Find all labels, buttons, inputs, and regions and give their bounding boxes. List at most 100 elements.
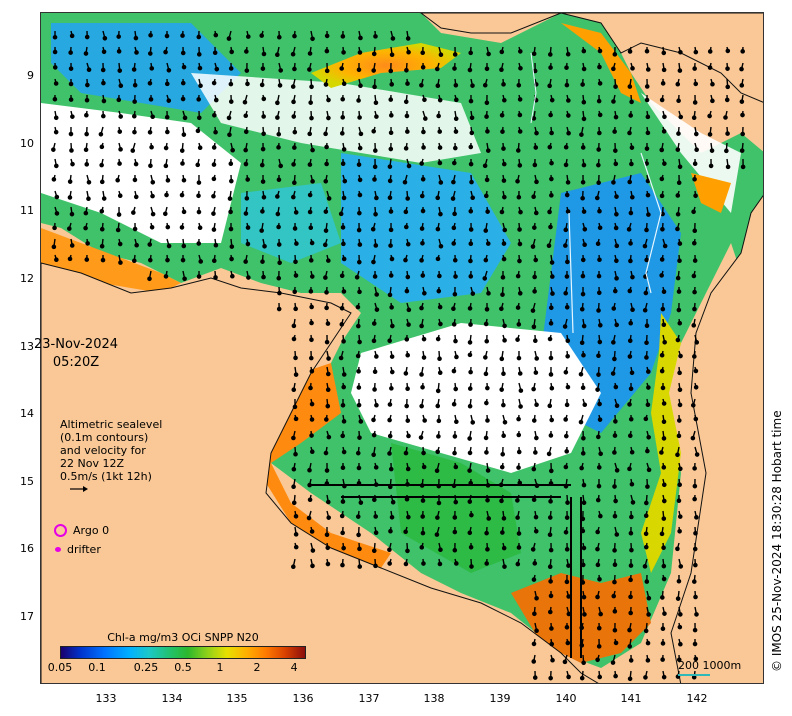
velocity-arrow-head	[228, 99, 234, 104]
colorbar-tick-label: 0.05	[47, 661, 73, 674]
velocity-arrow-head	[147, 242, 153, 247]
velocity-arrow-head	[421, 450, 426, 456]
map-canvas[interactable]	[40, 12, 764, 684]
velocity-arrow-head	[115, 177, 120, 183]
velocity-arrow-head	[181, 132, 187, 137]
velocity-arrow-head	[86, 196, 91, 202]
velocity-arrow-head	[597, 674, 603, 680]
velocity-arrow-head	[211, 145, 217, 150]
velocity-arrow-head	[533, 145, 539, 150]
velocity-arrow-head	[357, 435, 362, 440]
velocity-arrow-head	[403, 146, 409, 151]
velocity-arrow-head	[421, 336, 427, 342]
velocity-arrow-head	[292, 180, 297, 186]
velocity-arrow-head	[614, 322, 619, 328]
velocity-arrow-head	[645, 192, 651, 198]
velocity-arrow-head	[180, 96, 186, 102]
velocity-arrow-head	[596, 353, 601, 359]
velocity-arrow-head	[228, 209, 233, 215]
velocity-arrow-head	[581, 209, 587, 214]
velocity-arrow-head	[516, 355, 522, 361]
velocity-arrow-head	[453, 129, 459, 134]
velocity-arrow-head	[548, 112, 553, 118]
velocity-arrow-head	[117, 193, 123, 199]
velocity-arrow-head	[310, 563, 315, 569]
velocity-arrow-head	[613, 225, 619, 231]
velocity-arrow-head	[116, 212, 122, 217]
velocity-arrow-head	[483, 435, 489, 441]
velocity-arrow-head	[118, 147, 123, 152]
velocity-arrow-head	[468, 144, 474, 150]
velocity-arrow-head	[675, 337, 681, 343]
velocity-arrow-head	[483, 228, 489, 233]
velocity-arrow-head	[693, 594, 698, 600]
velocity-arrow-head	[531, 194, 536, 200]
velocity-arrow-head	[468, 322, 473, 327]
velocity-arrow-head	[373, 563, 378, 569]
velocity-arrow-head	[357, 289, 362, 295]
colorbar-tick-label: 2	[253, 661, 261, 674]
velocity-arrow-head	[502, 227, 508, 233]
velocity-arrow-head	[179, 148, 185, 153]
velocity-arrow-head	[355, 353, 361, 359]
velocity-arrow-head	[436, 418, 442, 424]
velocity-arrow-head	[518, 388, 524, 393]
velocity-arrow-head	[180, 161, 185, 166]
velocity-arrow-head	[517, 97, 523, 102]
velocity-arrow-head	[309, 84, 314, 90]
velocity-arrow-head	[517, 258, 522, 264]
velocity-arrow-head	[694, 340, 700, 345]
velocity-arrow-head	[611, 99, 616, 104]
velocity-arrow-head	[421, 561, 426, 566]
velocity-arrow-head	[629, 449, 635, 455]
velocity-arrow-head	[451, 368, 457, 374]
velocity-arrow-head	[518, 209, 523, 215]
velocity-arrow-head	[661, 289, 667, 295]
velocity-arrow-head	[434, 468, 440, 474]
velocity-arrow-head	[661, 576, 667, 582]
velocity-arrow-head	[549, 385, 555, 391]
velocity-arrow-head	[404, 403, 409, 409]
velocity-arrow-head	[613, 384, 619, 390]
velocity-arrow-head	[436, 434, 441, 439]
velocity-arrow-head	[387, 547, 392, 553]
velocity-arrow-head	[437, 273, 442, 279]
velocity-arrow-head	[68, 66, 74, 71]
velocity-arrow-head	[563, 417, 568, 422]
velocity-arrow-head	[692, 258, 698, 263]
velocity-arrow-head	[630, 274, 635, 280]
velocity-arrow-head	[339, 273, 345, 279]
velocity-arrow-head	[179, 192, 185, 198]
velocity-arrow-head	[405, 196, 410, 201]
velocity-arrow-head	[548, 499, 553, 504]
velocity-arrow-head	[485, 209, 490, 214]
velocity-arrow-head	[627, 84, 633, 89]
velocity-arrow-head	[68, 50, 73, 55]
velocity-arrow-head	[133, 35, 139, 41]
velocity-arrow-head	[451, 322, 457, 327]
velocity-arrow-head	[467, 530, 473, 536]
velocity-arrow-head	[164, 81, 170, 87]
velocity-arrow-head	[420, 530, 426, 536]
velocity-arrow-head	[468, 369, 473, 375]
velocity-arrow-head	[677, 258, 682, 264]
velocity-arrow-head	[547, 609, 553, 615]
lat-tick: 14	[20, 407, 34, 420]
sea-blue-patch	[51, 23, 241, 113]
velocity-arrow-head	[84, 162, 90, 167]
velocity-arrow-head	[693, 562, 698, 568]
velocity-arrow-head	[548, 321, 554, 326]
velocity-arrow-head	[69, 243, 75, 248]
velocity-arrow-head	[276, 224, 281, 230]
velocity-arrow-head	[371, 432, 377, 438]
velocity-arrow-head	[357, 192, 363, 198]
velocity-arrow-head	[675, 452, 680, 458]
velocity-arrow-head	[389, 386, 394, 391]
velocity-arrow-head	[707, 113, 712, 119]
velocity-arrow-head	[563, 144, 569, 150]
velocity-arrow-head	[292, 66, 297, 72]
velocity-arrow-head	[275, 211, 281, 217]
velocity-arrow-head	[422, 97, 427, 103]
velocity-arrow-head	[644, 161, 649, 166]
velocity-arrow-head	[597, 257, 602, 263]
